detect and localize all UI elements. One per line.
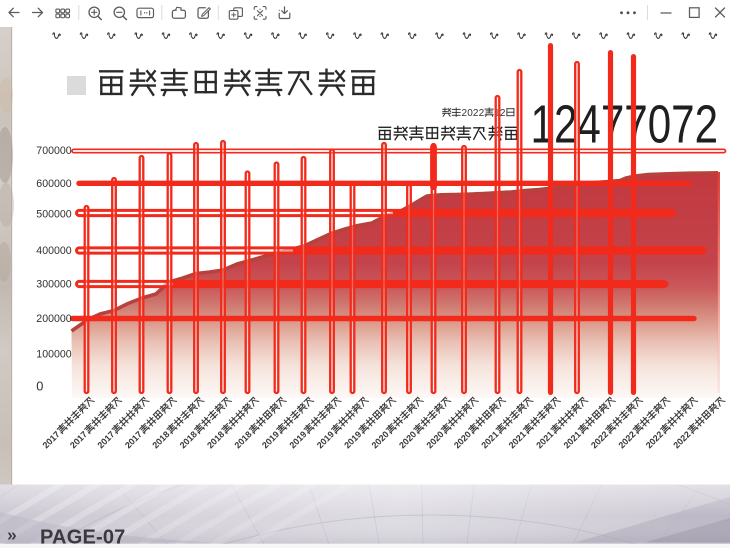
svg-text:600000: 600000 [36,178,71,190]
svg-text:PAGE-07: PAGE-07 [40,527,126,548]
svg-text:»: » [7,525,17,545]
svg-text:12477072: 12477072 [531,95,719,155]
svg-text:700000: 700000 [36,145,71,157]
svg-text:500000: 500000 [36,208,71,220]
svg-text:300000: 300000 [36,279,71,291]
svg-text:400000: 400000 [36,245,71,257]
svg-text:2022: 2022 [462,108,485,119]
svg-text:0: 0 [36,379,43,394]
svg-text:100000: 100000 [36,348,71,360]
svg-text:200000: 200000 [36,313,71,325]
